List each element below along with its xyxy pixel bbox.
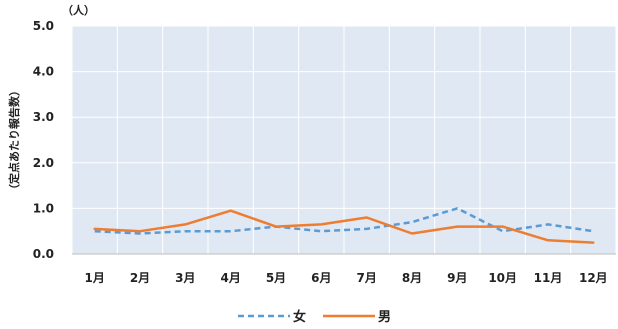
series-line-male (93, 209, 595, 244)
x-tick-label: 5月 (266, 271, 286, 285)
x-tick-label: 2月 (130, 271, 150, 285)
legend-label-male: 男 (378, 310, 391, 325)
x-tick-label: 10月 (488, 271, 517, 285)
y-tick-label: 5.0 (33, 19, 54, 33)
legend: 女 男 (238, 309, 391, 325)
x-tick-label: 1月 (84, 271, 104, 285)
y-axis-title: （定点あたり報告数） (7, 85, 21, 195)
x-tick-label: 8月 (402, 271, 422, 285)
x-tick-label: 4月 (220, 271, 240, 285)
x-tick-label: 7月 (356, 271, 376, 285)
x-tick-label: 12月 (579, 271, 608, 285)
x-tick-label: 3月 (175, 271, 195, 285)
y-tick-label: 3.0 (33, 110, 54, 124)
y-unit-label: （人） (62, 3, 95, 17)
y-tick-label: 0.0 (33, 247, 54, 261)
legend-label-female: 女 (293, 309, 306, 325)
y-tick-label: 1.0 (33, 201, 54, 215)
x-tick-label: 6月 (311, 271, 331, 285)
y-tick-label: 4.0 (33, 65, 54, 79)
x-tick-label: 9月 (447, 271, 467, 285)
y-tick-label: 2.0 (33, 156, 54, 170)
x-tick-label: 11月 (534, 271, 563, 285)
